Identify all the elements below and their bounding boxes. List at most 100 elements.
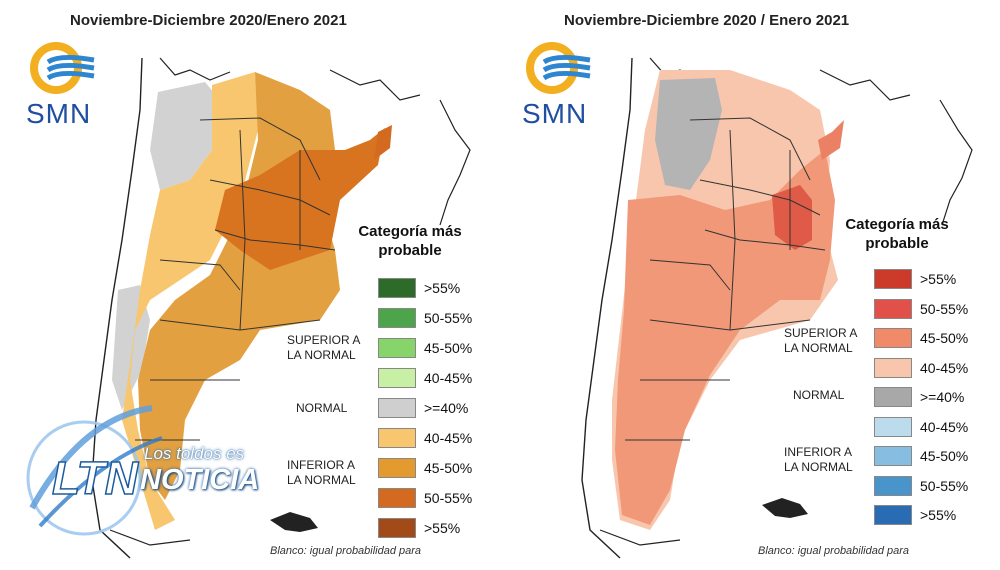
legend-item: 40-45% [874, 357, 968, 379]
argentina-map [91, 57, 471, 559]
footnote: Blanco: igual probabilidad para [758, 545, 910, 557]
legend-swatch [378, 458, 416, 478]
legend-title: Categoría más probable [358, 223, 462, 259]
smn-logo: SMN [22, 40, 102, 135]
legend-item: 45-50% [378, 457, 472, 479]
legend-label: 45-50% [424, 460, 473, 476]
precipitation-panel: Noviembre-Diciembre 2020/Enero 2021 [22, 12, 473, 559]
legend-label: 45-50% [920, 448, 969, 464]
paraguay-border [819, 69, 911, 101]
region-normal-north [655, 78, 722, 190]
brazil-coastline [939, 99, 973, 226]
legend-group-normal: NORMAL [793, 388, 845, 402]
legend-swatch [874, 357, 912, 378]
legend-swatch [874, 505, 912, 525]
map-title: Noviembre-Diciembre 2020 / Enero 2021 [564, 12, 850, 29]
tierra-del-fuego-coast [599, 529, 681, 546]
legend-label: >=40% [920, 389, 965, 405]
region-above-45-50-misiones [818, 120, 844, 160]
legend-swatch [378, 308, 416, 328]
legend-swatch [378, 338, 416, 358]
legend-item: >55% [874, 504, 956, 526]
legend-item: >55% [378, 277, 460, 299]
legend-label: 40-45% [424, 370, 473, 386]
temperature-panel: Noviembre-Diciembre 2020 / Enero 2021 [500, 0, 1000, 570]
chile-coastline [91, 57, 143, 559]
smn-sun-waves-icon [30, 42, 95, 94]
paraguay-border [329, 69, 421, 101]
legend-item: >55% [378, 517, 460, 539]
legend-item: 50-55% [874, 298, 968, 320]
legend-swatch [874, 269, 912, 289]
smn-sun-waves-icon [526, 42, 591, 94]
legend-label: 40-45% [920, 418, 969, 435]
province-borders [625, 117, 826, 441]
legend-group-inferior: INFERIOR A LA NORMAL [784, 445, 853, 474]
legend-title: Categoría más probable [845, 216, 949, 252]
legend-label: >55% [424, 280, 461, 296]
legend-swatch [378, 398, 416, 418]
legend-group-inferior: INFERIOR A LA NORMAL [287, 458, 356, 487]
legend-label: 45-50% [424, 340, 473, 356]
legend-label: >=40% [424, 400, 469, 416]
legend-swatch [874, 328, 912, 348]
chile-coastline [581, 57, 633, 559]
legend-swatch [378, 428, 416, 448]
legend-swatch [378, 368, 416, 388]
ltn-logo-text: LTN [52, 452, 139, 504]
ltn-watermark: LTN Los toldos es NOTICIA [22, 398, 272, 548]
legend-item: 45-50% [874, 445, 968, 467]
region-above-50-55 [772, 185, 812, 250]
legend-item: >55% [874, 268, 956, 290]
argentina-map [581, 57, 973, 559]
legend-group-superior: SUPERIOR A LA NORMAL [287, 333, 361, 362]
legend-swatch [378, 278, 416, 298]
legend-swatch [874, 298, 912, 319]
legend-label: 45-50% [920, 330, 969, 346]
legend-swatch [874, 387, 912, 407]
legend-group-normal: NORMAL [296, 401, 348, 415]
region-below-40-45 [122, 72, 258, 530]
legend-item: >=40% [378, 397, 468, 419]
brazil-coastline [439, 99, 471, 226]
legend-label: >55% [920, 271, 957, 287]
legend-label: 50-55% [920, 300, 969, 317]
malvinas-islands [762, 498, 808, 518]
legend-swatch [378, 518, 416, 538]
bolivia-border [159, 57, 231, 81]
legend-item: >=40% [874, 386, 964, 408]
legend-item: 40-45% [378, 427, 472, 449]
legend-item: 40-45% [874, 416, 968, 438]
legend-item: 50-55% [378, 307, 472, 329]
legend-label: 50-55% [424, 490, 473, 506]
legend-label: >55% [920, 507, 957, 523]
legend-label: 40-45% [424, 430, 473, 446]
province-borders [135, 117, 336, 441]
legend-item: 50-55% [874, 475, 968, 497]
malvinas-islands [270, 512, 318, 532]
ltn-globe-logo: LTN [26, 405, 163, 536]
legend-label: 40-45% [920, 359, 969, 376]
smn-logo-text: SMN [26, 98, 92, 129]
map-title: Noviembre-Diciembre 2020/Enero 2021 [70, 12, 347, 29]
smn-logo: SMN [518, 40, 598, 135]
legend-swatch [874, 446, 912, 466]
legend-swatch [378, 488, 416, 508]
watermark-title: NOTICIA [140, 464, 260, 496]
legend-swatch [874, 416, 912, 437]
legend-item: 45-50% [874, 327, 968, 349]
legend-item: 45-50% [378, 337, 472, 359]
footnote: Blanco: igual probabilidad para [270, 545, 422, 557]
legend-item: 40-45% [378, 367, 472, 389]
region-normal-north [150, 82, 220, 190]
legend-label: 50-55% [920, 477, 969, 494]
legend-label: >55% [424, 520, 461, 536]
legend-swatch [874, 475, 912, 496]
legend-item: 50-55% [378, 487, 472, 509]
legend-group-superior: SUPERIOR A LA NORMAL [784, 326, 858, 355]
region-below-50-55-misiones [374, 125, 392, 160]
smn-logo-text: SMN [522, 98, 588, 129]
watermark-subtitle: Los toldos es [144, 444, 245, 463]
legend-label: 50-55% [424, 310, 473, 326]
tierra-del-fuego-coast [109, 529, 191, 546]
